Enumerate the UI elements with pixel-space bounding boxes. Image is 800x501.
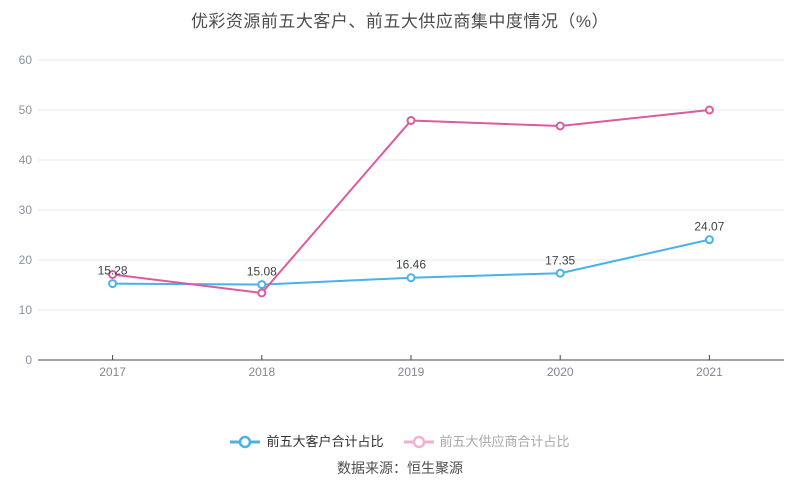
svg-text:50: 50 — [19, 103, 33, 117]
x-axis — [38, 355, 784, 361]
series-0 — [108, 235, 714, 290]
line-circle-marker-icon — [403, 435, 434, 449]
gridlines — [38, 59, 784, 311]
svg-text:60: 60 — [19, 53, 33, 67]
svg-text:2020: 2020 — [547, 365, 574, 379]
svg-text:24.07: 24.07 — [694, 220, 724, 234]
legend-item-suppliers[interactable]: 前五大供应商合计占比 — [403, 432, 570, 452]
svg-text:10: 10 — [19, 303, 33, 317]
legend-item-customers[interactable]: 前五大客户合计占比 — [230, 432, 384, 452]
svg-text:16.46: 16.46 — [396, 258, 426, 272]
svg-text:15.28: 15.28 — [98, 264, 128, 278]
svg-text:17.35: 17.35 — [545, 253, 575, 267]
svg-text:2021: 2021 — [696, 365, 723, 379]
svg-text:2017: 2017 — [99, 365, 126, 379]
svg-text:40: 40 — [19, 153, 33, 167]
legend-label-customers: 前五大客户合计占比 — [266, 434, 384, 449]
svg-text:2019: 2019 — [398, 365, 425, 379]
chart-legend: 前五大客户合计占比 前五大供应商合计占比 — [0, 431, 800, 453]
chart-title: 优彩资源前五大客户、前五大供应商集中度情况（%） — [190, 12, 610, 31]
svg-text:20: 20 — [19, 253, 33, 267]
x-axis-labels: 2017 2018 2019 2020 2021 — [99, 365, 723, 379]
legend-label-suppliers: 前五大供应商合计占比 — [439, 434, 570, 449]
svg-text:2018: 2018 — [248, 365, 275, 379]
value-labels: 15.28 15.08 16.46 17.35 24.07 — [98, 220, 725, 279]
svg-text:30: 30 — [19, 203, 33, 217]
y-axis-labels: 0 10 20 30 40 50 60 — [19, 53, 33, 367]
series-1 — [108, 105, 714, 298]
svg-text:0: 0 — [25, 353, 32, 367]
svg-text:15.08: 15.08 — [247, 265, 277, 279]
line-circle-marker-icon — [230, 435, 261, 449]
data-source-note: 数据来源：恒生聚源 — [337, 460, 463, 476]
